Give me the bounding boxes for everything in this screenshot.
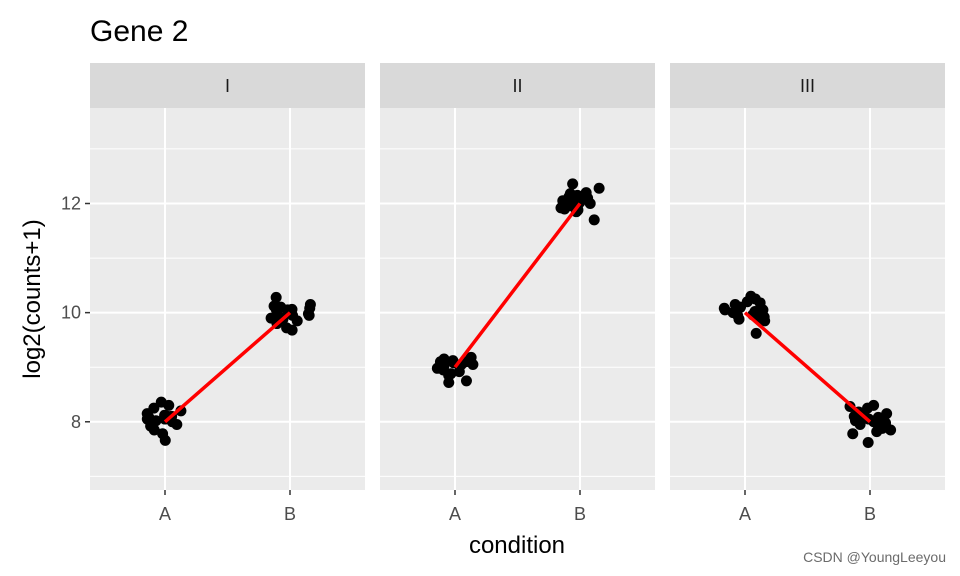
data-point xyxy=(559,203,571,215)
panel-background xyxy=(380,108,655,490)
data-point xyxy=(758,311,770,323)
data-point xyxy=(750,327,762,339)
mean-line xyxy=(453,202,582,369)
mean-line xyxy=(743,311,872,424)
data-point xyxy=(849,415,861,427)
data-point xyxy=(862,402,874,414)
data-point xyxy=(729,298,741,310)
facet-panel-I: I A B xyxy=(90,63,365,524)
mean-line xyxy=(163,311,292,424)
x-tick-label: A xyxy=(449,504,461,524)
facet-strip-label: II xyxy=(512,76,522,96)
data-point xyxy=(588,214,600,226)
data-point xyxy=(584,198,596,209)
y-tick-label: 10 xyxy=(61,303,81,323)
panel-background xyxy=(90,108,365,490)
data-point xyxy=(159,434,171,446)
facet-panels: I A B II A B III A B xyxy=(90,63,945,524)
data-point xyxy=(593,182,605,194)
facet-strip-label: I xyxy=(225,76,230,96)
data-point xyxy=(437,364,449,376)
x-tick-label: B xyxy=(574,504,586,524)
facet-strip xyxy=(90,63,365,108)
data-point xyxy=(303,309,315,321)
data-point xyxy=(291,315,303,327)
watermark: CSDN @YoungLeeyou xyxy=(803,549,946,565)
x-tick-label: A xyxy=(739,504,751,524)
x-tick-label: A xyxy=(159,504,171,524)
y-tick-label: 8 xyxy=(71,412,81,432)
facet-strip xyxy=(380,63,655,108)
facet-panel-II: II A B xyxy=(380,63,655,524)
data-point xyxy=(862,437,874,449)
data-point xyxy=(564,188,576,200)
x-tick-label: B xyxy=(284,504,296,524)
data-point xyxy=(749,306,761,318)
y-axis: 8 10 12 xyxy=(61,194,90,432)
x-tick-label: B xyxy=(864,504,876,524)
data-point xyxy=(580,187,592,199)
data-point xyxy=(718,302,730,314)
x-axis-title: condition xyxy=(469,532,565,559)
data-point xyxy=(145,420,157,432)
facet-panel-III: III A B xyxy=(670,63,945,524)
data-point xyxy=(447,355,459,367)
data-point xyxy=(148,402,160,414)
facet-strip xyxy=(670,63,945,108)
data-point xyxy=(304,298,316,310)
data-point xyxy=(155,396,167,408)
data-point xyxy=(286,324,298,336)
data-point xyxy=(880,417,892,429)
y-axis-title: log2(counts+1) xyxy=(19,219,46,378)
data-point xyxy=(847,428,859,440)
data-point xyxy=(871,426,883,438)
panel-background xyxy=(670,108,945,490)
data-point xyxy=(460,375,472,387)
y-tick-label: 12 xyxy=(61,194,81,214)
facet-strip-label: III xyxy=(800,76,815,96)
data-point xyxy=(881,408,893,420)
data-point xyxy=(270,291,282,303)
chart-title: Gene 2 xyxy=(90,15,188,48)
data-point xyxy=(567,178,579,190)
